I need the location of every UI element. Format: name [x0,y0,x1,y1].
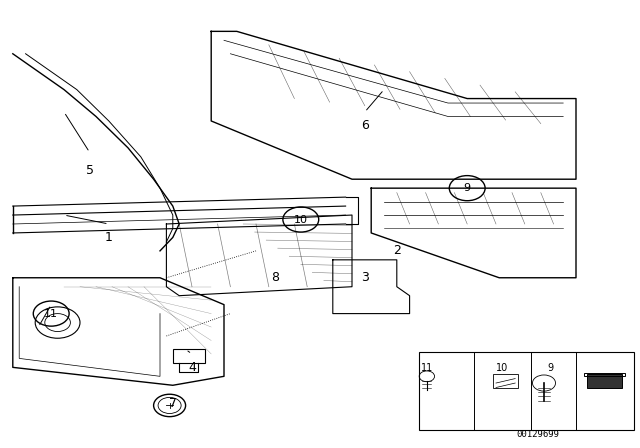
Bar [173,349,205,363]
Text: 8: 8 [271,271,279,284]
Text: 1: 1 [105,231,113,244]
Text: 6: 6 [361,119,369,132]
Text: 10: 10 [496,363,509,373]
Text: 2: 2 [393,244,401,258]
Bar [419,352,634,430]
Text: 9: 9 [547,363,554,373]
Text: 4: 4 [188,361,196,374]
Text: 00129699: 00129699 [516,430,559,439]
Text: 7: 7 [169,396,177,410]
Text: 3: 3 [361,271,369,284]
Text: 11: 11 [420,363,433,373]
Bar [587,374,622,388]
Bar [493,374,518,388]
Bar [584,373,625,376]
Text: 5: 5 [86,164,93,177]
Text: 10: 10 [294,215,308,224]
Text: 9: 9 [463,183,471,193]
Text: 11: 11 [44,309,58,319]
